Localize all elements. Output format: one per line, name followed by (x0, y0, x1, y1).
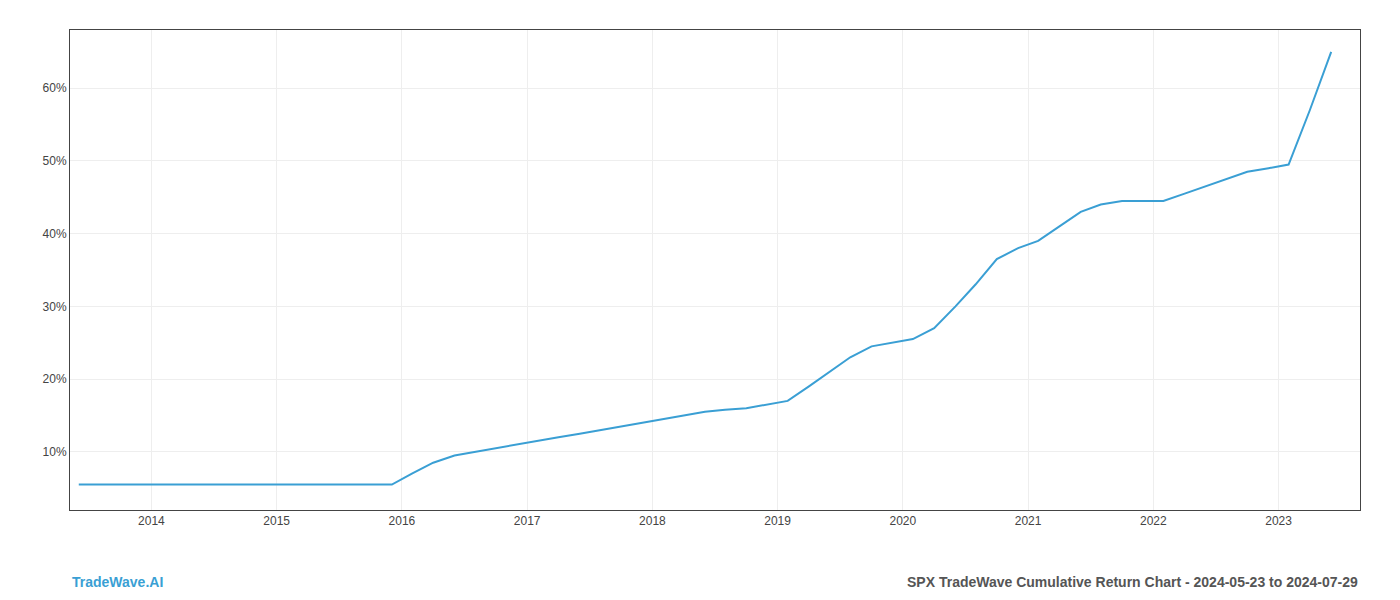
svg-text:2018: 2018 (639, 514, 666, 528)
svg-text:2016: 2016 (389, 514, 416, 528)
svg-text:2022: 2022 (1140, 514, 1167, 528)
svg-text:60%: 60% (43, 81, 67, 95)
svg-text:2023: 2023 (1265, 514, 1292, 528)
svg-text:2014: 2014 (138, 514, 165, 528)
svg-text:2017: 2017 (514, 514, 541, 528)
svg-text:40%: 40% (43, 227, 67, 241)
svg-text:10%: 10% (43, 445, 67, 459)
svg-text:2019: 2019 (764, 514, 791, 528)
svg-text:50%: 50% (43, 154, 67, 168)
svg-text:30%: 30% (43, 300, 67, 314)
svg-text:2015: 2015 (263, 514, 290, 528)
svg-text:2020: 2020 (890, 514, 917, 528)
svg-text:2021: 2021 (1015, 514, 1042, 528)
svg-text:TradeWave.AI: TradeWave.AI (72, 574, 163, 590)
svg-text:SPX TradeWave Cumulative Retur: SPX TradeWave Cumulative Return Chart - … (907, 574, 1358, 590)
svg-text:20%: 20% (43, 372, 67, 386)
